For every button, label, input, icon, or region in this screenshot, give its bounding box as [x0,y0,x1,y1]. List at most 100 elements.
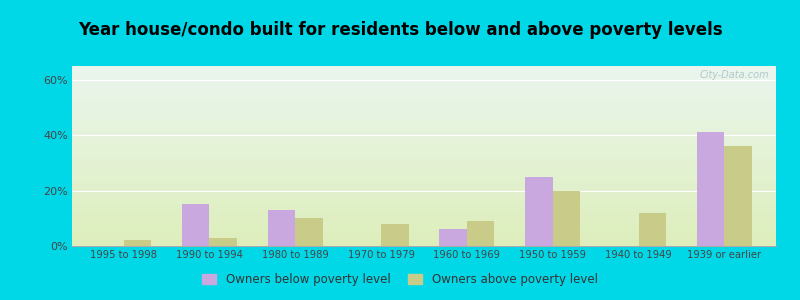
Bar [72,100,776,101]
Bar [72,163,776,164]
Bar [72,184,776,185]
Bar [72,97,776,98]
Bar [553,190,580,246]
Bar [72,156,776,157]
Bar [72,168,776,169]
Bar [72,82,776,83]
Bar [72,112,776,113]
Bar [72,131,776,132]
Bar [72,203,776,204]
Bar [72,78,776,79]
Bar [72,188,776,189]
Bar [72,177,776,178]
Bar [72,213,776,214]
Bar [72,167,776,168]
Text: City-Data.com: City-Data.com [699,70,769,80]
Bar [72,226,776,227]
Bar [72,140,776,141]
Bar [72,126,776,127]
Bar [72,135,776,136]
Bar [72,193,776,194]
Bar [72,144,776,145]
Bar [72,145,776,146]
Bar [72,120,776,121]
Bar [72,198,776,199]
Bar [72,242,776,243]
Bar [72,215,776,216]
Bar [72,73,776,74]
Bar [72,83,776,84]
Bar [72,189,776,190]
Bar [72,123,776,124]
Bar [72,206,776,207]
Bar [72,164,776,165]
Bar [72,202,776,203]
Bar [72,96,776,97]
Bar [72,241,776,242]
Bar [72,181,776,182]
Bar [72,197,776,198]
Bar [72,175,776,176]
Bar [72,138,776,139]
Bar [72,86,776,87]
Bar [72,243,776,244]
Bar [72,111,776,112]
Bar [72,150,776,151]
Bar [72,91,776,92]
Bar [439,230,467,246]
Bar [72,228,776,229]
Bar [72,238,776,239]
Bar [72,169,776,170]
Bar [72,222,776,223]
Bar [72,85,776,86]
Bar [72,104,776,105]
Bar [72,210,776,211]
Bar [72,70,776,71]
Bar [72,174,776,175]
Bar [72,159,776,160]
Bar [72,146,776,147]
Bar [72,101,776,102]
Bar [123,241,151,246]
Bar [72,106,776,107]
Bar [72,239,776,240]
Bar [72,199,776,200]
Bar [72,205,776,206]
Bar [72,207,776,208]
Bar [72,107,776,108]
Bar [72,136,776,137]
Bar [72,98,776,99]
Bar [72,236,776,237]
Bar [72,245,776,246]
Bar [72,130,776,131]
Bar [72,124,776,125]
Bar [72,114,776,115]
Bar [72,221,776,222]
Text: Year house/condo built for residents below and above poverty levels: Year house/condo built for residents bel… [78,21,722,39]
Bar [72,233,776,234]
Bar [72,173,776,174]
Bar [72,195,776,196]
Bar [72,160,776,161]
Bar [72,125,776,126]
Bar [72,158,776,159]
Bar [72,117,776,118]
Bar [72,152,776,153]
Bar [72,103,776,104]
Bar [638,213,666,246]
Bar [72,218,776,219]
Bar [72,137,776,138]
Bar [72,232,776,233]
Bar [72,100,776,101]
Bar [72,127,776,128]
Bar [182,205,210,246]
Bar [72,147,776,148]
Bar [72,128,776,129]
Bar [72,217,776,218]
Bar [72,171,776,172]
Bar [72,223,776,224]
Bar [72,155,776,156]
Bar [72,191,776,192]
Bar [72,71,776,72]
Bar [72,121,776,122]
